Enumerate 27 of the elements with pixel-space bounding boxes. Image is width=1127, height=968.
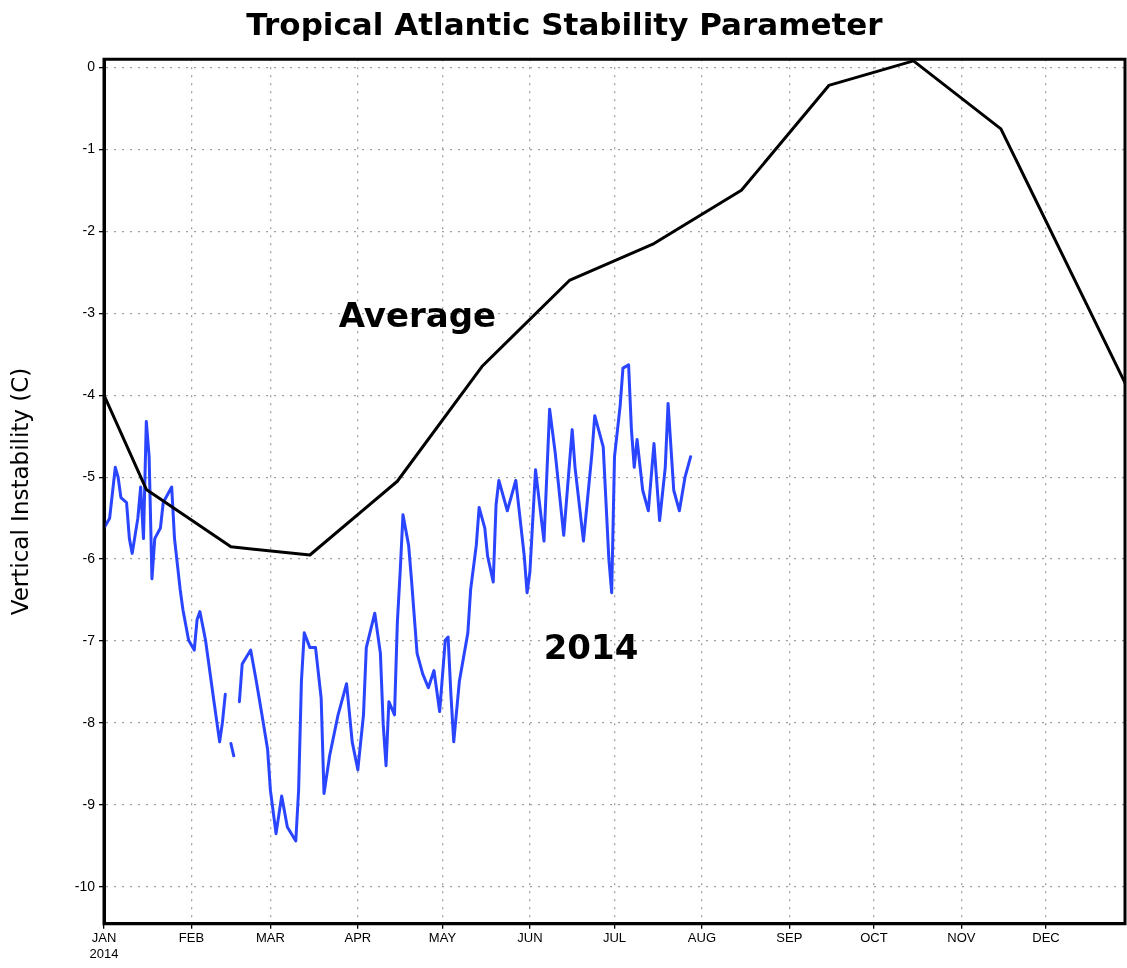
series-label: Average [338, 295, 497, 336]
y-tick-label: -7 [82, 631, 96, 648]
x-tick-label: APR [344, 930, 372, 946]
x-tick-label: FEB [178, 930, 205, 946]
y-tick-label: -6 [82, 549, 96, 566]
x-tick-label: SEP [776, 930, 803, 946]
x-tick-label: JAN 2014 [89, 930, 119, 961]
x-tick-label: NOV [947, 930, 976, 946]
y-tick-label: -2 [82, 222, 96, 239]
y-tick-label: -10 [74, 877, 96, 894]
y-tick-label: -1 [82, 140, 96, 157]
x-tick-label: MAY [428, 930, 457, 946]
y-tick-label: -4 [82, 386, 96, 403]
y-tick-label: -3 [82, 304, 96, 321]
x-tick-label: JUL [602, 930, 627, 946]
x-tick-label: MAR [255, 930, 285, 946]
y-tick-label: -5 [82, 468, 96, 485]
x-tick-label: JUN [517, 930, 543, 946]
x-tick-label: DEC [1032, 930, 1060, 946]
y-tick-label: -8 [82, 713, 96, 730]
x-tick-label: AUG [687, 930, 717, 946]
series-label: 2014 [543, 627, 639, 668]
y-tick-label: 0 [87, 58, 96, 75]
chart-title: Tropical Atlantic Stability Parameter [246, 5, 884, 42]
x-tick-label: OCT [860, 930, 888, 946]
y-axis-title: Vertical Instability (C) [6, 367, 33, 616]
y-tick-label: -9 [82, 795, 96, 812]
